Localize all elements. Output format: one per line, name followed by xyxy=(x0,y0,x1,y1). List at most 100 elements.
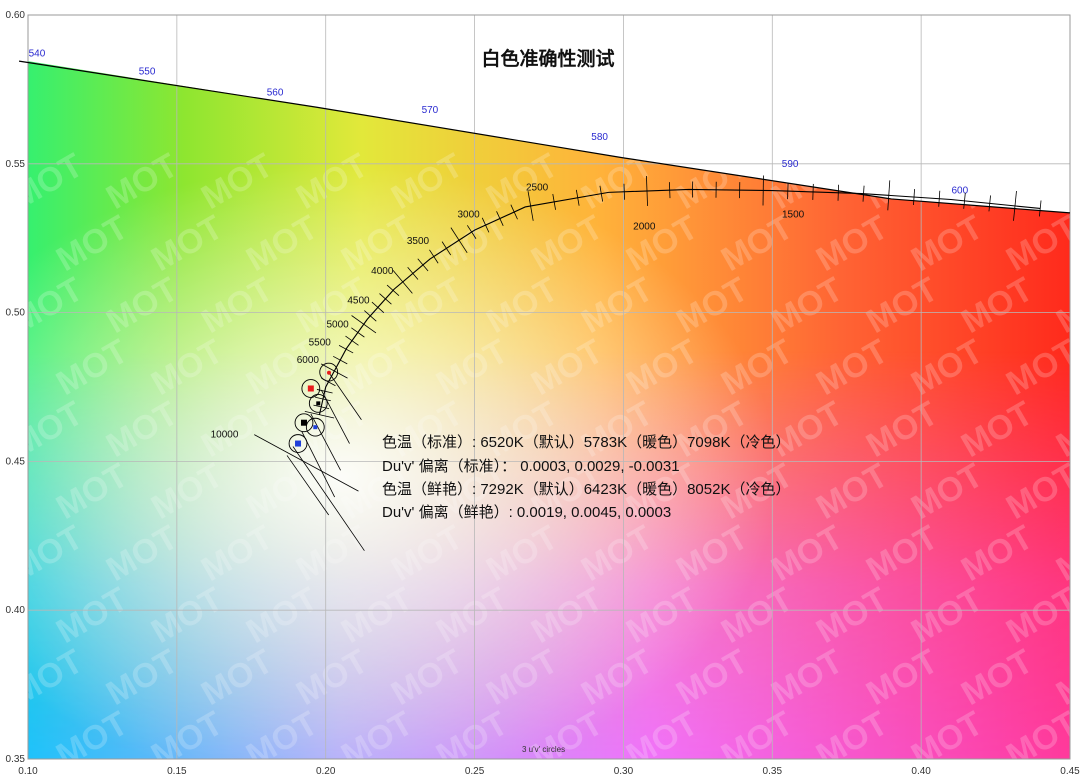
isotemperature-line xyxy=(254,434,359,492)
cct-label: 5000 xyxy=(326,319,349,330)
annotation-line-2: Du'v' 偏离（标准）： 0.0003, 0.0029, -0.0031 xyxy=(382,458,680,475)
isotemperature-tick xyxy=(386,284,400,297)
chart-title: 白色准确性测试 xyxy=(481,47,614,70)
x-tick-label: 0.45 xyxy=(1060,766,1080,777)
isotemperature-tick xyxy=(510,204,518,220)
tolerance-circle xyxy=(288,434,308,453)
wavelength-label: 600 xyxy=(952,186,969,197)
wavelength-label: 580 xyxy=(591,132,608,143)
circles-footnote: 3 u'v' circles xyxy=(522,745,565,754)
measurement-point xyxy=(307,385,314,392)
spectral-locus-layer: 540 550 560 570 580 590 600 xyxy=(18,49,1071,214)
isotemperature-tick xyxy=(338,345,354,354)
x-tick-label: 0.10 xyxy=(18,766,38,777)
isotemperature-line xyxy=(310,413,341,471)
measurement-markers xyxy=(288,362,339,453)
isotemperature-tick xyxy=(1013,190,1017,221)
x-tick-label: 0.25 xyxy=(465,766,485,777)
x-tick-label: 0.30 xyxy=(614,766,634,777)
y-tick-label: 0.60 xyxy=(6,10,26,21)
wavelength-label: 560 xyxy=(267,87,284,98)
tolerance-circle xyxy=(308,393,328,413)
spectral-locus-line xyxy=(18,60,1071,214)
isotemperature-tick xyxy=(623,183,625,200)
wavelength-label: 540 xyxy=(29,49,46,60)
isotemperature-tick xyxy=(313,404,330,410)
isotemperature-tick xyxy=(1039,200,1042,217)
x-tick-label: 0.15 xyxy=(167,766,187,777)
x-tick-label: 0.20 xyxy=(316,766,336,777)
isotemperature-line xyxy=(292,446,365,551)
isotemperature-tick xyxy=(669,182,671,199)
isotemperature-tick xyxy=(450,227,468,254)
axis-tick-labels: 0.10 0.15 0.20 0.25 0.30 0.35 0.40 0.45 0.35 0.40… xyxy=(6,10,1080,777)
isotemperature-tick xyxy=(332,355,348,365)
isotemperature-tick xyxy=(787,183,789,200)
isotemperature-tick xyxy=(315,396,331,402)
isotemperature-tick xyxy=(887,180,891,211)
y-tick-label: 0.45 xyxy=(6,456,26,467)
isotemperature-tick xyxy=(552,193,556,210)
tolerance-circle xyxy=(301,379,321,398)
wavelength-label: 570 xyxy=(422,105,439,116)
measurement-point xyxy=(316,401,321,406)
wavelength-label: 590 xyxy=(782,159,799,170)
y-tick-label: 0.50 xyxy=(6,308,26,319)
cct-label: 3500 xyxy=(407,236,430,247)
isotemperature-tick xyxy=(599,185,604,202)
isotemperature-tick xyxy=(304,410,335,419)
cct-label: 5500 xyxy=(309,337,332,348)
isotemperature-tick xyxy=(481,217,490,233)
annotation-line-3: 色温（鲜艳）: 7292K（默认）6423K（暖色）8052K（冷色） xyxy=(382,481,790,498)
annotation-line-4: Du'v' 偏离（鲜艳）: 0.0019, 0.0045, 0.0003 xyxy=(382,504,671,521)
measurement-point xyxy=(313,425,318,430)
isotemperature-tick xyxy=(963,192,966,209)
isotemperature-tick xyxy=(575,189,580,206)
cct-label: 4500 xyxy=(347,296,370,307)
x-tick-label: 0.40 xyxy=(911,766,931,777)
isotemperature-tick xyxy=(351,327,365,338)
watermark-text: MOT xyxy=(1050,146,1080,217)
y-tick-label: 0.55 xyxy=(6,159,26,170)
isotemperature-tick xyxy=(429,249,439,264)
planckian-locus-layer: 10000 6000 5500 5000 4500 4000 3500 3000 2500 200… xyxy=(211,175,1042,551)
reference-point xyxy=(326,370,331,375)
cct-label: 4000 xyxy=(371,266,394,277)
isotemperature-tick xyxy=(988,195,991,212)
wavelength-label: 550 xyxy=(139,67,156,78)
isotemperature-line xyxy=(286,455,330,516)
cct-label: 10000 xyxy=(211,430,239,441)
isotemperature-tick xyxy=(417,258,429,272)
isotemperature-tick xyxy=(351,315,377,334)
isotemperature-tick xyxy=(527,191,534,221)
cct-label: 1500 xyxy=(782,209,805,220)
isotemperature-tick xyxy=(364,310,377,322)
isotemperature-tick xyxy=(379,293,392,305)
isotemperature-tick xyxy=(913,189,915,206)
isotemperature-tick xyxy=(646,175,648,206)
isotemperature-tick xyxy=(938,190,941,207)
isotemperature-tick xyxy=(466,225,477,239)
measurement-point xyxy=(300,419,307,426)
cct-label: 3000 xyxy=(457,209,480,220)
y-tick-label: 0.40 xyxy=(6,605,26,616)
cct-label: 6000 xyxy=(297,355,320,366)
x-tick-label: 0.35 xyxy=(763,766,783,777)
isotemperature-tick xyxy=(441,241,452,256)
isotemperature-tick xyxy=(812,183,814,200)
annotation-line-1: 色温（标准）: 6520K（默认）5783K（暖色）7098K（冷色） xyxy=(382,434,790,451)
grid-lines xyxy=(28,15,1070,759)
isotemperature-tick xyxy=(496,211,504,226)
isotemperature-tick xyxy=(320,363,348,379)
isotemperature-tick xyxy=(407,267,419,280)
results-annotation: 色温（标准）: 6520K（默认）5783K（暖色）7098K（冷色） Du'v… xyxy=(382,434,790,521)
y-tick-label: 0.35 xyxy=(6,754,26,765)
plot-frame xyxy=(27,14,1071,760)
isotemperature-line xyxy=(328,372,362,420)
tolerance-circle xyxy=(294,413,314,433)
tolerance-circle xyxy=(319,362,339,382)
isotemperature-tick xyxy=(392,270,413,294)
isotemperature-tick xyxy=(837,184,839,201)
isotemperature-tick xyxy=(862,185,865,202)
